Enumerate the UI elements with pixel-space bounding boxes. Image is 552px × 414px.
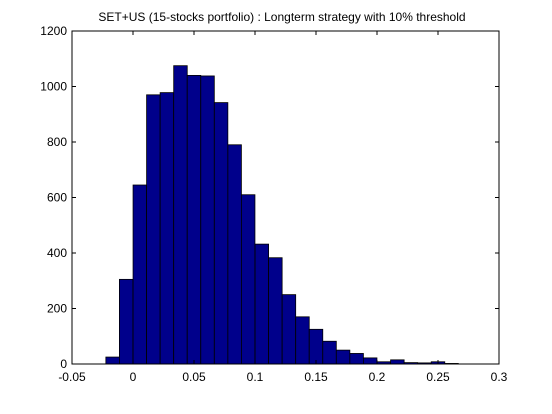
histogram-bar-5	[173, 65, 188, 365]
histogram-bar-2	[132, 184, 147, 365]
y-tick-label-6: 1200	[40, 24, 67, 38]
histogram-bar-9	[227, 144, 242, 365]
y-axis: 0 200 400 600 800 1000 1200	[40, 24, 499, 371]
x-tick-label-0: -0.05	[58, 370, 86, 384]
y-tick-label-3: 600	[47, 191, 67, 205]
histogram-bar-7	[200, 75, 215, 365]
histogram-bar-6	[186, 75, 202, 365]
y-tick-label-2: 400	[47, 246, 67, 260]
y-tick-label-4: 800	[47, 135, 67, 149]
y-tick-label-5: 1000	[40, 80, 67, 94]
chart-title: SET+US (15-stocks portfolio) : Longterm …	[98, 10, 465, 24]
histogram-bar-8	[213, 102, 229, 365]
y-tick-label-1: 200	[47, 302, 67, 316]
histogram-bar-3	[146, 94, 161, 365]
histogram-bar-19	[362, 357, 378, 365]
histogram-bar-18	[349, 353, 364, 365]
histogram-bar-12	[268, 257, 283, 365]
histogram-bar-13	[281, 294, 297, 365]
histogram-bar-11	[254, 243, 269, 365]
x-axis: -0.05 0 0.05 0.1 0.15 0.2 0.25 0.3	[58, 31, 508, 384]
x-tick-label-4: 0.15	[304, 370, 328, 384]
histogram-bar-10	[240, 194, 256, 365]
x-tick-label-5: 0.2	[369, 370, 386, 384]
histogram-bar-14	[295, 316, 310, 365]
bars-group	[105, 65, 459, 365]
histogram-bar-1	[119, 278, 134, 365]
x-tick-label-1: 0	[130, 370, 137, 384]
x-tick-label-7: 0.3	[491, 370, 508, 384]
x-tick-label-6: 0.25	[426, 370, 450, 384]
histogram-bar-15	[308, 328, 324, 365]
histogram-bar-0	[105, 356, 120, 365]
histogram-bar-4	[159, 92, 175, 365]
y-tick-label-0: 0	[60, 357, 67, 371]
histogram-bar-21	[390, 359, 405, 365]
histogram-bar-17	[335, 349, 351, 365]
histogram-bar-16	[322, 340, 337, 365]
x-tick-label-3: 0.1	[247, 370, 264, 384]
x-tick-label-2: 0.05	[182, 370, 206, 384]
